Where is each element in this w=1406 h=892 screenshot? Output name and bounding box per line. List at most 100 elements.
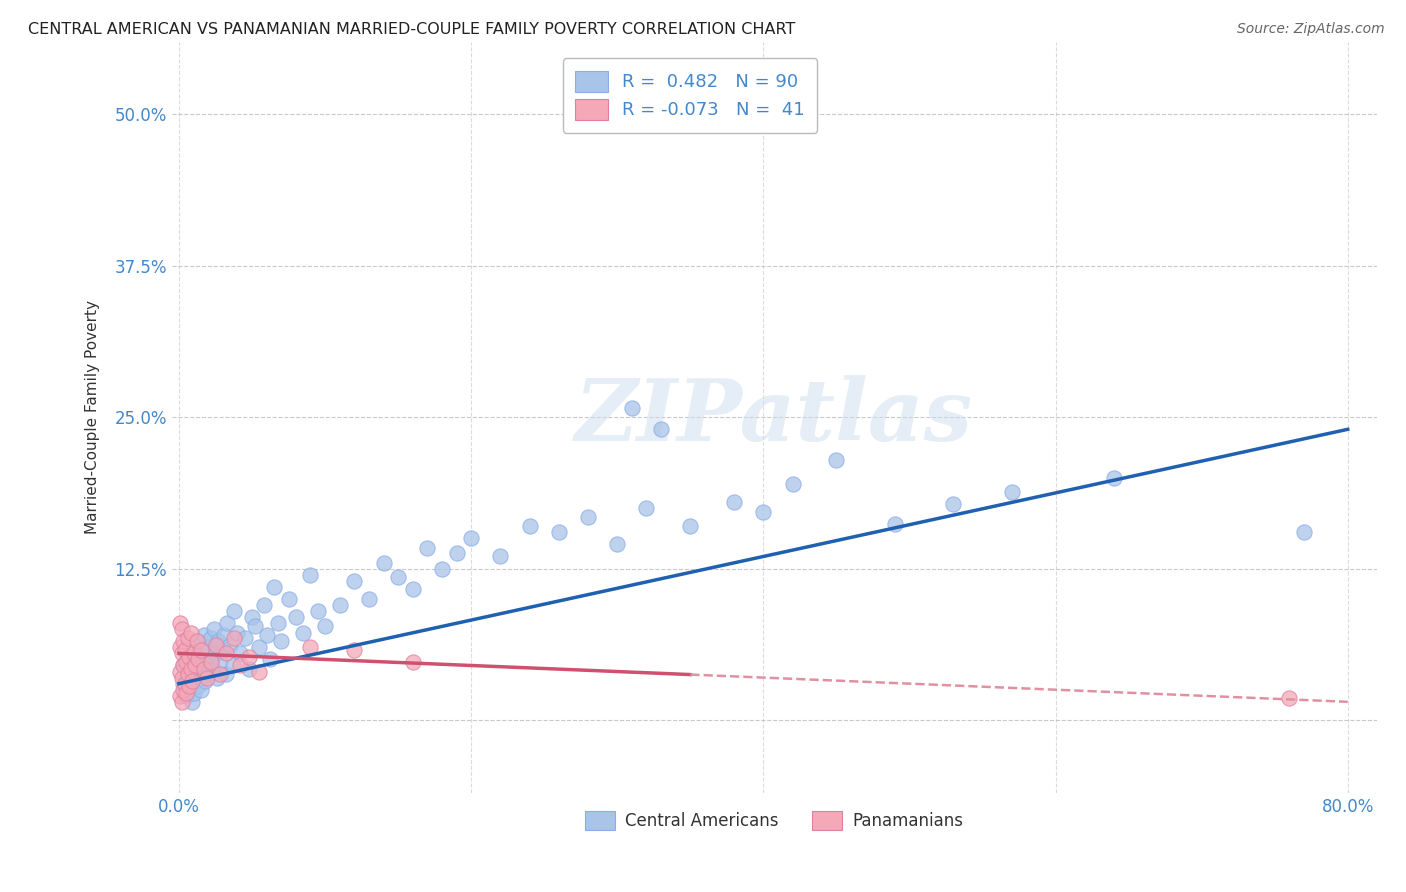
Point — [215, 646, 238, 660]
Text: CENTRAL AMERICAN VS PANAMANIAN MARRIED-COUPLE FAMILY POVERTY CORRELATION CHART: CENTRAL AMERICAN VS PANAMANIAN MARRIED-C… — [28, 22, 796, 37]
Point — [169, 640, 191, 655]
Point — [547, 525, 569, 540]
Point — [186, 650, 208, 665]
Point — [177, 631, 200, 645]
Point — [299, 567, 322, 582]
Point — [267, 616, 290, 631]
Point — [224, 604, 246, 618]
Point — [174, 689, 197, 703]
Point — [215, 667, 238, 681]
Point — [1102, 471, 1125, 485]
Point — [172, 658, 194, 673]
Point — [343, 642, 366, 657]
Point — [217, 616, 239, 631]
Point — [179, 652, 201, 666]
Point — [620, 401, 643, 415]
Point — [188, 665, 211, 679]
Point — [190, 682, 212, 697]
Point — [200, 652, 222, 666]
Point — [270, 634, 292, 648]
Point — [387, 570, 409, 584]
Point — [263, 580, 285, 594]
Point — [193, 662, 215, 676]
Point — [208, 667, 231, 681]
Point — [173, 642, 195, 657]
Point — [1292, 525, 1315, 540]
Point — [191, 671, 214, 685]
Point — [180, 679, 202, 693]
Point — [277, 591, 299, 606]
Point — [211, 642, 233, 657]
Point — [195, 658, 218, 673]
Point — [1001, 485, 1024, 500]
Point — [183, 646, 205, 660]
Point — [190, 642, 212, 657]
Point — [606, 537, 628, 551]
Point — [460, 531, 482, 545]
Point — [679, 519, 702, 533]
Point — [430, 561, 453, 575]
Point — [169, 689, 191, 703]
Point — [343, 574, 366, 588]
Point — [184, 658, 207, 673]
Point — [247, 665, 270, 679]
Point — [179, 650, 201, 665]
Point — [177, 667, 200, 681]
Legend: Central Americans, Panamanians: Central Americans, Panamanians — [579, 805, 970, 837]
Point — [219, 638, 242, 652]
Point — [292, 625, 315, 640]
Point — [208, 655, 231, 669]
Point — [307, 604, 329, 618]
Point — [214, 628, 236, 642]
Point — [170, 646, 193, 660]
Point — [226, 625, 249, 640]
Point — [172, 634, 194, 648]
Point — [752, 505, 775, 519]
Point — [187, 652, 209, 666]
Point — [183, 671, 205, 685]
Point — [174, 671, 197, 685]
Point — [170, 671, 193, 685]
Point — [229, 658, 252, 673]
Point — [183, 655, 205, 669]
Point — [240, 610, 263, 624]
Point — [650, 422, 672, 436]
Point — [942, 497, 965, 511]
Point — [299, 640, 322, 655]
Point — [170, 695, 193, 709]
Point — [256, 628, 278, 642]
Point — [229, 646, 252, 660]
Point — [204, 638, 226, 652]
Point — [636, 501, 658, 516]
Point — [186, 667, 208, 681]
Point — [489, 549, 512, 564]
Point — [200, 655, 222, 669]
Point — [253, 598, 276, 612]
Point — [169, 665, 191, 679]
Point — [173, 676, 195, 690]
Point — [187, 634, 209, 648]
Point — [222, 658, 245, 673]
Point — [259, 652, 281, 666]
Point — [238, 662, 260, 676]
Point — [195, 671, 218, 685]
Point — [416, 541, 439, 555]
Point — [174, 655, 197, 669]
Point — [170, 622, 193, 636]
Point — [825, 452, 848, 467]
Y-axis label: Married-Couple Family Poverty: Married-Couple Family Poverty — [86, 301, 100, 534]
Point — [402, 655, 425, 669]
Point — [193, 628, 215, 642]
Point — [201, 662, 224, 676]
Point — [1278, 691, 1301, 706]
Point — [172, 658, 194, 673]
Point — [179, 667, 201, 681]
Point — [180, 662, 202, 676]
Text: Source: ZipAtlas.com: Source: ZipAtlas.com — [1237, 22, 1385, 37]
Point — [190, 642, 212, 657]
Text: ZIPatlas: ZIPatlas — [575, 376, 973, 459]
Point — [247, 640, 270, 655]
Point — [183, 686, 205, 700]
Point — [357, 591, 380, 606]
Point — [723, 495, 745, 509]
